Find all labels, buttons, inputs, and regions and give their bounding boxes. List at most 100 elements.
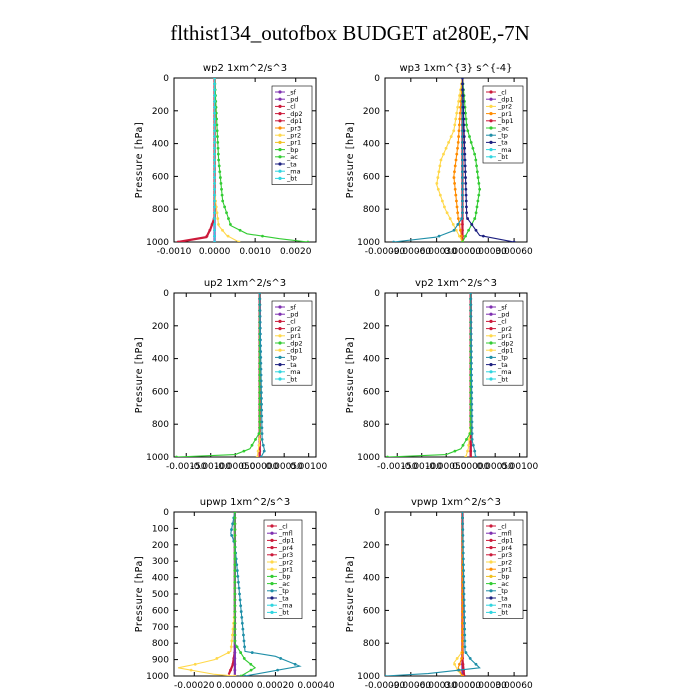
- data-point: [464, 193, 468, 197]
- data-point: [261, 443, 265, 447]
- data-point: [233, 592, 237, 596]
- legend-frame: [271, 85, 313, 185]
- data-point: [257, 432, 261, 435]
- legend-entry: _pr3: [497, 551, 512, 559]
- x-tick-label: 0.00000: [444, 247, 481, 257]
- data-point: [233, 563, 237, 567]
- data-point: [258, 426, 262, 430]
- legend-entry: _cl: [286, 103, 296, 111]
- legend-entry: _ta: [497, 594, 508, 602]
- data-point: [468, 432, 472, 435]
- x-tick-label: -0.00020: [174, 681, 215, 691]
- data-point: [451, 223, 455, 226]
- data-point: [217, 164, 221, 168]
- data-point: [461, 228, 464, 232]
- legend-marker: [489, 553, 493, 557]
- data-point: [469, 309, 473, 312]
- x-tick-label: -0.00030: [416, 247, 457, 257]
- data-point: [462, 575, 466, 578]
- y-tick-label: 200: [152, 107, 169, 117]
- legend-entry: _pd: [286, 311, 299, 319]
- data-point: [260, 438, 264, 441]
- data-point: [438, 193, 442, 197]
- y-tick-label: 600: [152, 606, 169, 616]
- legend-marker: [489, 140, 493, 144]
- legend-marker: [270, 538, 274, 543]
- legend-marker: [278, 97, 282, 101]
- legend-entry: _cl: [497, 88, 507, 96]
- data-point: [242, 639, 246, 643]
- legend-marker: [278, 140, 282, 144]
- data-point: [463, 146, 467, 150]
- data-point: [470, 432, 474, 435]
- y-axis-label: Pressure [hPa]: [134, 556, 145, 633]
- y-tick-label: 0: [374, 74, 380, 84]
- legend-entry: _dp1: [286, 347, 303, 355]
- legend-entry: _ta: [278, 594, 289, 602]
- data-point: [225, 211, 228, 215]
- plot-frame: [384, 292, 528, 458]
- legend-entry: _bp1: [497, 117, 514, 125]
- data-point: [464, 176, 467, 179]
- legend-marker: [270, 553, 274, 557]
- data-point: [233, 539, 237, 543]
- data-point: [233, 528, 237, 531]
- data-point: [469, 297, 473, 301]
- data-point: [233, 569, 237, 572]
- legend-entry: _pr2: [286, 325, 301, 333]
- data-point: [258, 320, 262, 324]
- data-point: [233, 534, 237, 537]
- legend: _sf_pd_cl_dp2_dp1_pr3_pr2_pr1_bp_ac_ta_m…: [271, 85, 313, 185]
- legend-entry: _tp: [286, 354, 297, 362]
- data-point: [239, 674, 243, 676]
- x-tick-label: -0.00090: [365, 681, 406, 691]
- data-point: [436, 187, 440, 191]
- data-point: [474, 228, 478, 232]
- x-tick-label: 0.00000: [452, 462, 489, 472]
- legend-marker: [489, 370, 493, 374]
- data-point: [233, 645, 237, 649]
- y-tick-label: 800: [152, 420, 169, 430]
- y-tick-label: 0: [163, 508, 169, 518]
- data-point: [293, 662, 297, 666]
- data-point: [463, 164, 467, 168]
- data-point: [213, 211, 216, 215]
- legend-marker: [489, 363, 493, 367]
- data-point: [249, 668, 253, 672]
- data-point: [470, 385, 474, 389]
- data-point: [469, 350, 473, 353]
- legend-entry: _bt: [286, 175, 297, 183]
- x-tick-label: 0.00100: [501, 462, 538, 472]
- y-tick-label: 600: [363, 172, 380, 182]
- legend-entry: _pr3: [286, 124, 301, 132]
- data-point: [220, 193, 224, 197]
- x-tick-label: -0.00100: [401, 462, 442, 472]
- legend-marker: [278, 355, 282, 359]
- y-tick-label: 400: [152, 140, 169, 150]
- data-point: [233, 651, 237, 654]
- legend-entry: _mfl: [497, 530, 512, 538]
- y-tick-label: 0: [374, 508, 380, 518]
- y-tick-label: 800: [363, 639, 380, 649]
- legend-entry: _pr2: [497, 325, 512, 333]
- data-point: [463, 639, 467, 643]
- data-point: [230, 639, 234, 643]
- data-point: [208, 228, 212, 232]
- y-tick-label: 200: [363, 322, 380, 332]
- data-point: [258, 408, 262, 412]
- data-point: [258, 438, 262, 441]
- panel-title: vpwp 1xm^2/s^3: [411, 497, 501, 508]
- data-point: [457, 234, 461, 238]
- data-point: [238, 598, 242, 602]
- data-point: [447, 141, 451, 144]
- panel-title: wp2 1xm^2/s^3: [203, 63, 287, 74]
- x-tick-label: 0.00050: [266, 462, 303, 472]
- legend-marker: [270, 524, 274, 528]
- data-point: [243, 674, 247, 676]
- data-point: [453, 123, 457, 127]
- legend-entry: _pr1: [286, 139, 301, 147]
- legend-marker: [278, 327, 282, 331]
- data-point: [217, 223, 220, 226]
- data-point: [477, 193, 481, 197]
- data-point: [462, 580, 466, 584]
